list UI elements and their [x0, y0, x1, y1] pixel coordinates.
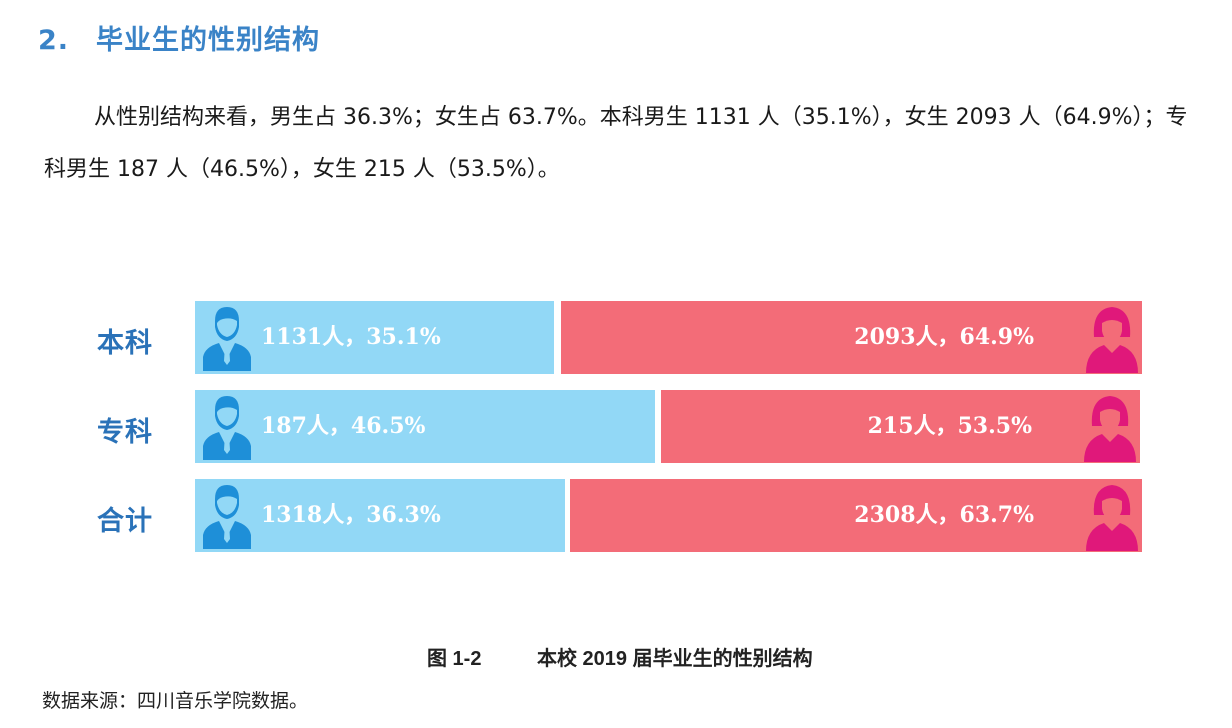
male-bar-junior-college: 187人，46.5%	[195, 390, 655, 463]
male-bar-text: 187人，46.5%	[261, 413, 426, 439]
male-bar-undergrad: 1131人，35.1%	[195, 301, 554, 374]
male-person-icon	[203, 485, 251, 549]
female-bar-total: 2308人，63.7%	[570, 479, 1142, 552]
section-title: 毕业生的性别结构	[96, 25, 320, 56]
male-person-icon	[203, 307, 251, 371]
female-bar-junior-college: 215人，53.5%	[661, 390, 1140, 463]
figure-title: 本校 2019 届毕业生的性别结构	[537, 648, 813, 670]
female-person-icon	[1086, 485, 1138, 551]
summary-paragraph: 从性别结构来看，男生占 36.3%；女生占 63.7%。本科男生 1131 人（…	[44, 105, 1188, 182]
female-person-icon	[1086, 307, 1138, 373]
female-person-icon	[1084, 396, 1136, 462]
male-bar-text: 1131人，35.1%	[261, 324, 441, 350]
female-bar-text: 215人，53.5%	[867, 413, 1032, 439]
figure-caption: 图 1-2 本校 2019 届毕业生的性别结构	[427, 642, 813, 671]
row-label-total: 合计	[97, 506, 153, 537]
female-bar-text: 2308人，63.7%	[854, 502, 1034, 528]
male-bar-total: 1318人，36.3%	[195, 479, 565, 552]
data-source-note: 数据来源：四川音乐学院数据。	[42, 690, 309, 712]
female-bar-undergrad: 2093人，64.9%	[561, 301, 1142, 374]
male-person-icon	[203, 396, 251, 460]
section-heading: 2. 毕业生的性别结构	[38, 18, 320, 57]
section-number: 2.	[38, 25, 70, 56]
female-bar-text: 2093人，64.9%	[854, 324, 1034, 350]
row-label-undergrad: 本科	[97, 328, 153, 359]
male-bar-text: 1318人，36.3%	[261, 502, 441, 528]
figure-number: 图 1-2	[427, 648, 482, 670]
row-label-junior-college: 专科	[97, 417, 153, 448]
